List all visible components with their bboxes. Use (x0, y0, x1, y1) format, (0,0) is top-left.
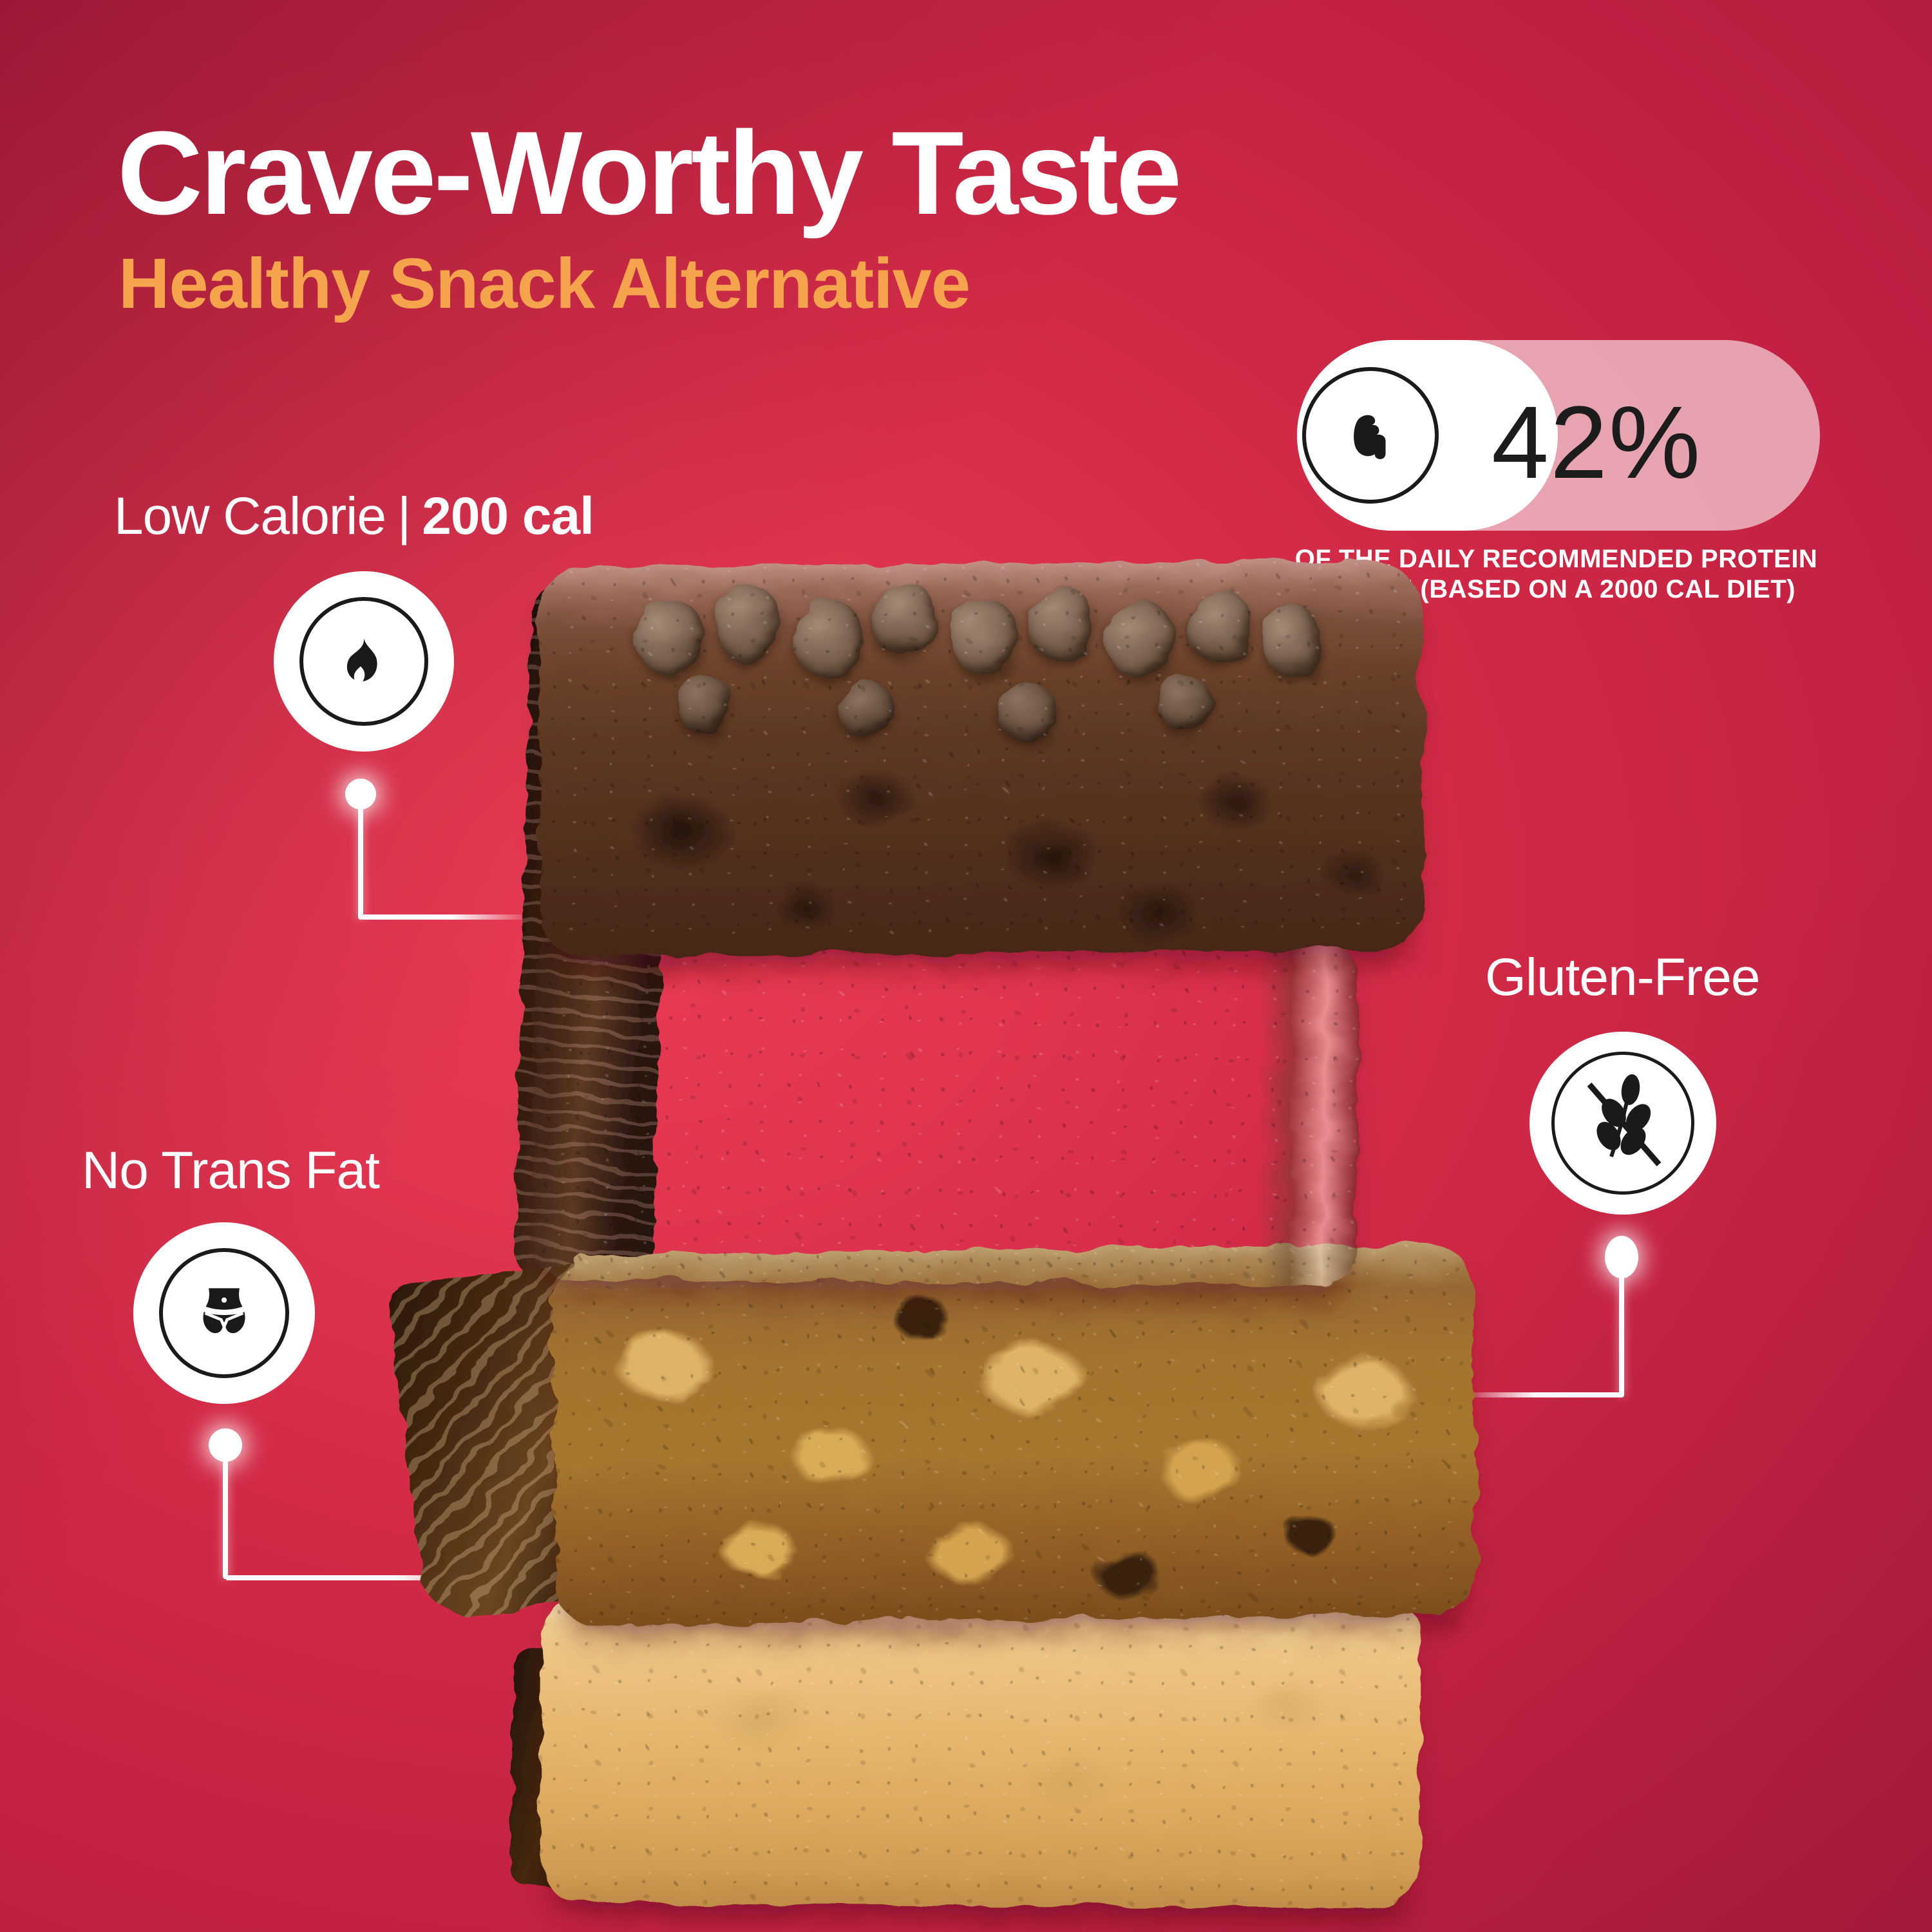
waist-icon (159, 1248, 289, 1378)
no-trans-fat-text: No Trans Fat (82, 1141, 380, 1200)
chocolate-chip (1101, 595, 1181, 685)
chocolate-chip (838, 679, 892, 737)
chocolate-chip (946, 594, 1022, 679)
label-separator: | (397, 487, 411, 545)
connector-line (1619, 1275, 1624, 1396)
chocolate-chip (1184, 586, 1255, 665)
bar-slice-nut-granola (551, 1243, 1477, 1626)
connector-line (1458, 1392, 1624, 1397)
gluten-free-badge (1530, 1032, 1716, 1215)
bar-slice-vanilla (540, 1593, 1421, 1908)
no-trans-fat-label: No Trans Fat (82, 1139, 380, 1203)
page-title: Crave-Worthy Taste (117, 106, 1182, 239)
bar-slice-blueberry (531, 931, 1359, 1287)
flame-icon (299, 597, 428, 726)
no-trans-fat-badge (133, 1222, 315, 1404)
chocolate-chip (790, 596, 866, 680)
low-calorie-text: Low Calorie (114, 487, 386, 545)
bicep-icon (1302, 367, 1439, 504)
bar-slice-chocolate (538, 560, 1424, 957)
gluten-free-label: Gluten-Free (1485, 945, 1761, 1010)
low-calorie-badge (274, 571, 454, 752)
chocolate-chip (712, 582, 783, 663)
chocolate-chip (867, 577, 942, 661)
low-calorie-label: Low Calorie | 200 cal (114, 484, 594, 549)
low-calorie-value: 200 cal (422, 487, 594, 545)
connector-dot (1605, 1236, 1638, 1278)
chocolate-chip (999, 681, 1055, 743)
chocolate-chip (677, 675, 733, 735)
chocolate-chip (630, 592, 708, 679)
connector-dot (345, 779, 376, 810)
page-subtitle: Healthy Snack Alternative (118, 244, 971, 323)
connector-dot (209, 1428, 242, 1462)
chocolate-chip (1258, 603, 1326, 679)
connector-line (361, 914, 533, 920)
wheat-crossed-icon (1551, 1052, 1694, 1195)
connector-line (223, 1458, 228, 1579)
protein-percent: 42% (1492, 384, 1702, 500)
chocolate-chip (1027, 583, 1096, 663)
gluten-free-text: Gluten-Free (1485, 948, 1761, 1007)
chocolate-chip (1158, 674, 1211, 732)
connector-line (358, 806, 363, 920)
protein-progress-pill: 42% (1297, 340, 1820, 531)
connector-line (225, 1575, 546, 1580)
